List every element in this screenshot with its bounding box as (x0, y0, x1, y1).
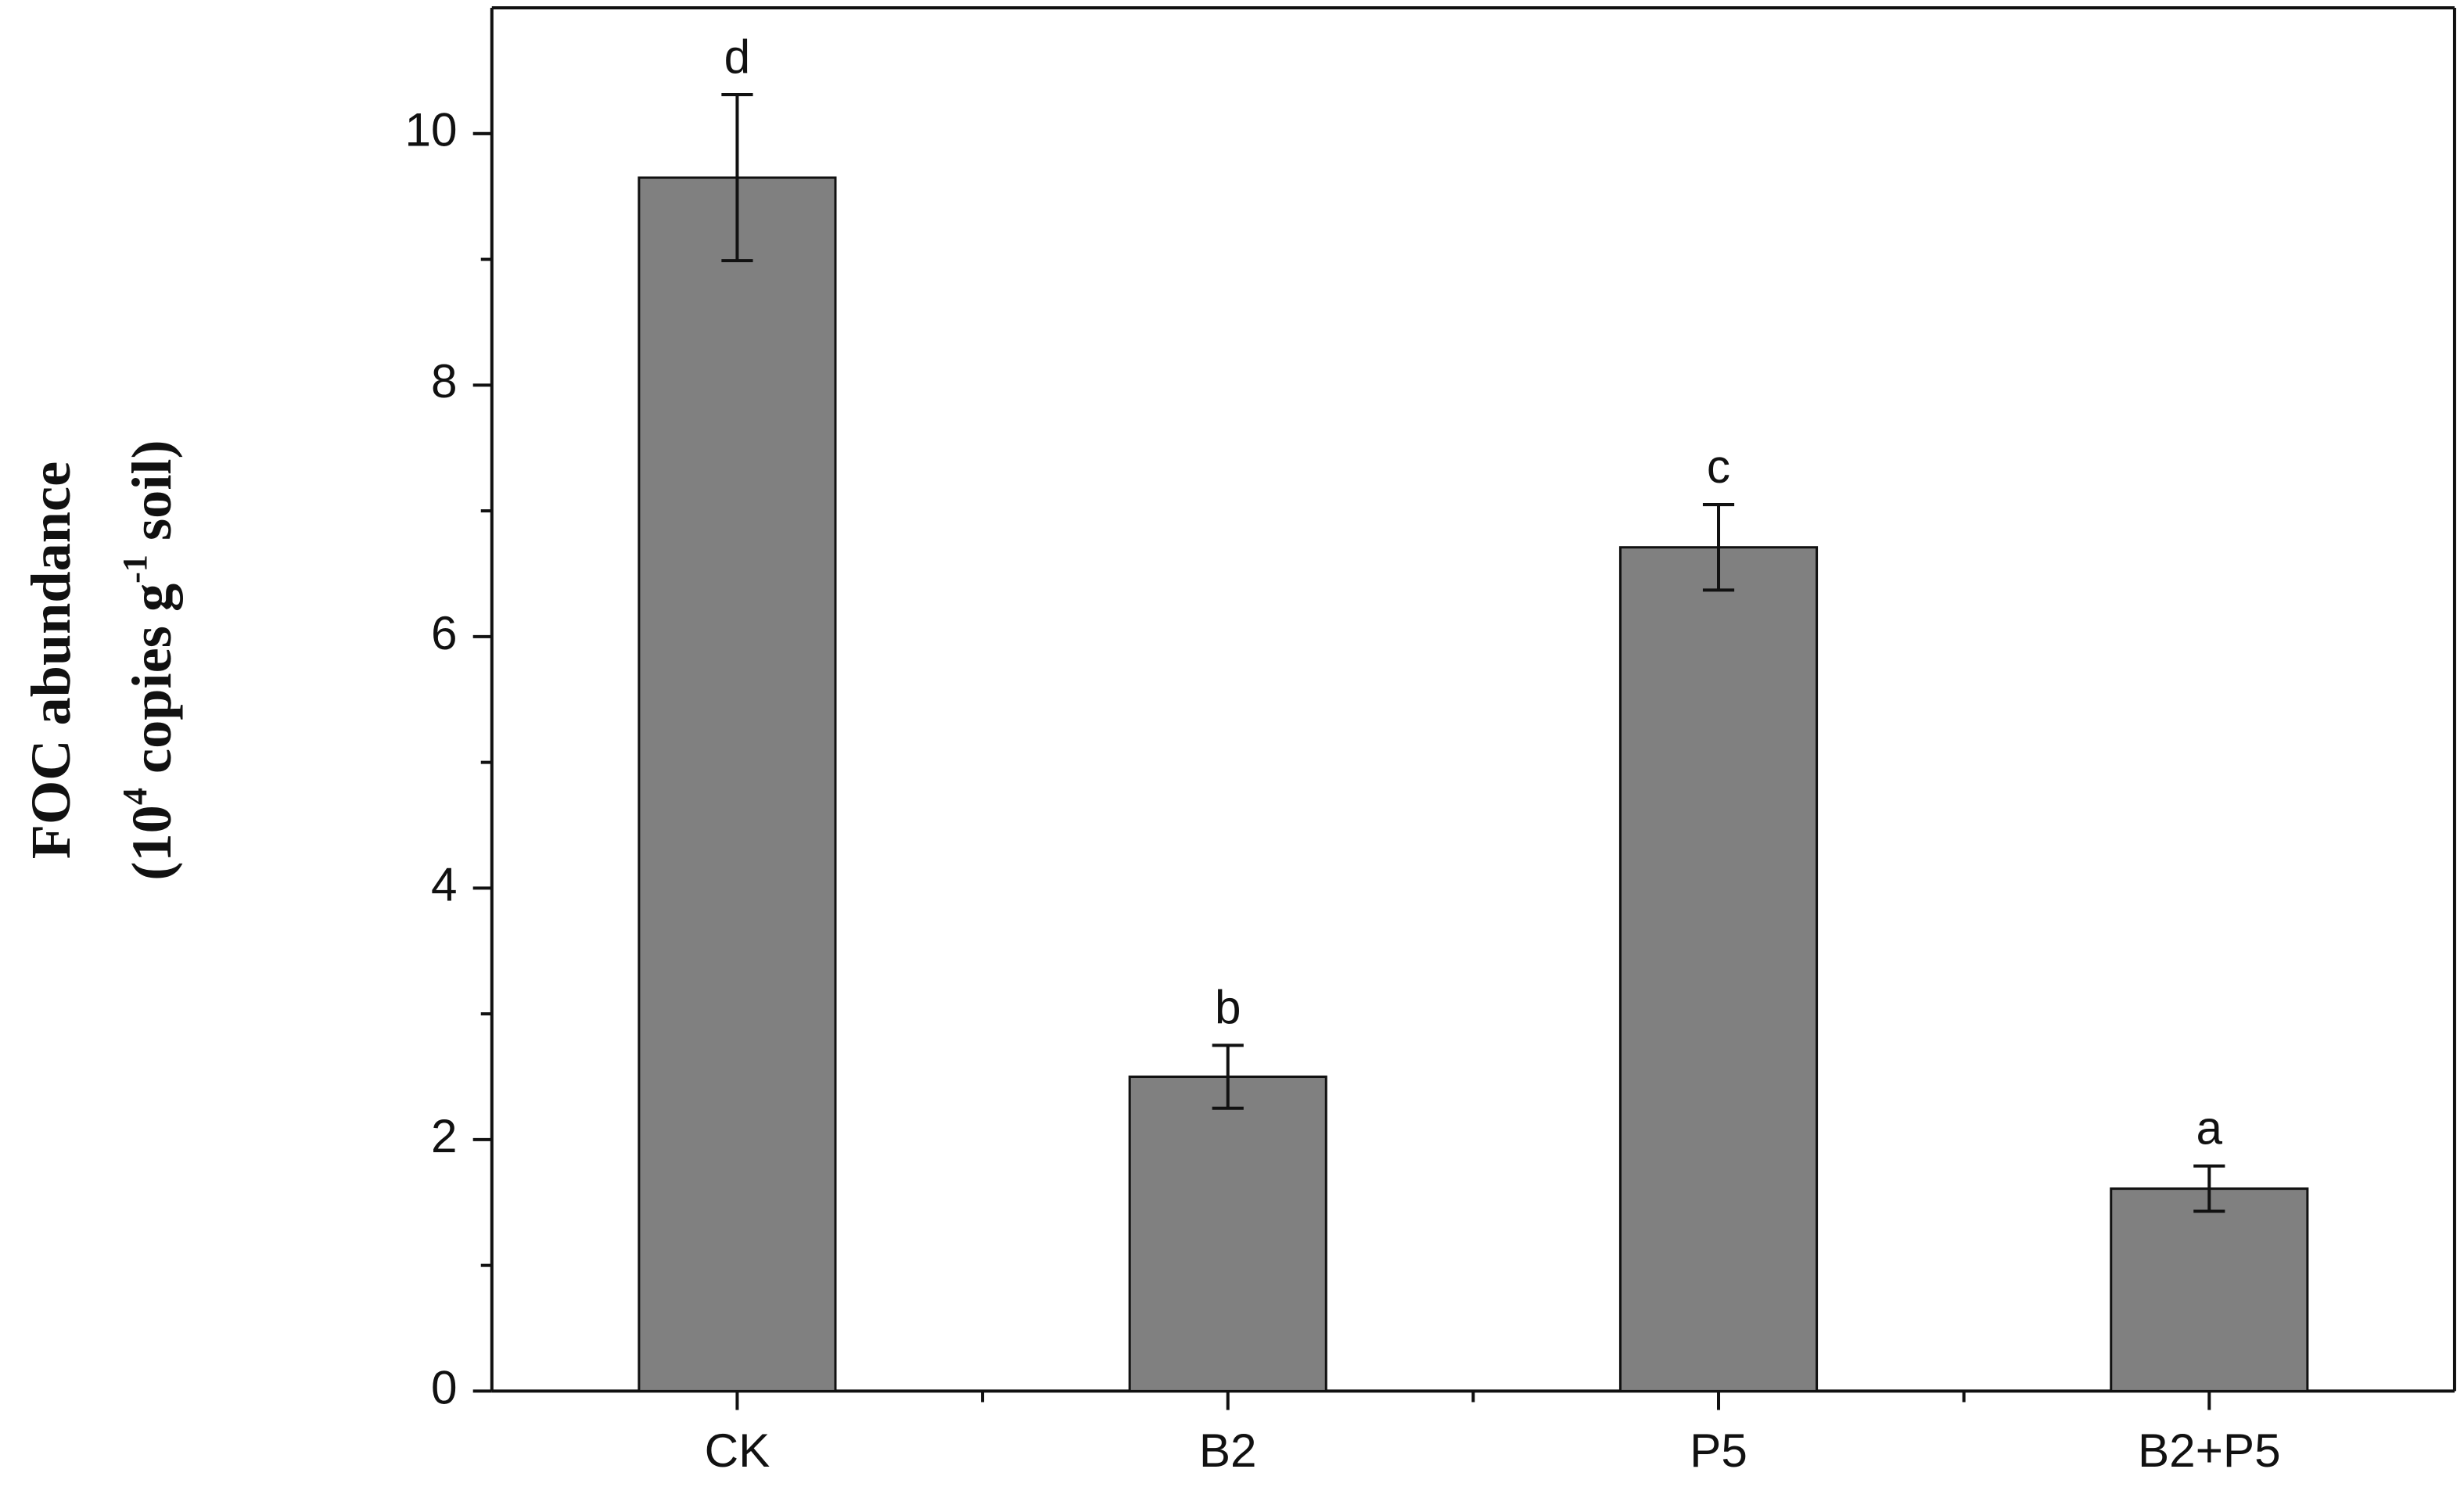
y-tick-label: 8 (431, 354, 458, 408)
bar (2110, 1187, 2309, 1392)
y-axis-units: (104 copies g-1 soil) (116, 440, 183, 880)
bar (638, 176, 837, 1392)
label-part: soil) (120, 440, 182, 555)
error-bar (1702, 503, 1735, 592)
x-tick-label: CK (705, 1424, 770, 1477)
y-tick-label: 0 (431, 1360, 458, 1413)
label-part: (10 (120, 805, 182, 880)
y-tick-label: 10 (405, 103, 458, 156)
x-tick-label: P5 (1690, 1424, 1747, 1477)
superscript: -1 (116, 555, 154, 584)
x-tick-label: B2 (1199, 1424, 1257, 1477)
y-axis-title: FOC abundance (20, 462, 82, 859)
error-bar (721, 92, 753, 263)
label-part: copies g (120, 584, 182, 788)
y-tick-label: 6 (431, 606, 458, 659)
significance-letter: a (2196, 1101, 2223, 1155)
bar (1128, 1076, 1327, 1392)
significance-letter: b (1215, 980, 1241, 1033)
bar (1618, 546, 1819, 1392)
error-bar (1212, 1043, 1244, 1110)
x-tick-label: B2+P5 (2138, 1424, 2281, 1477)
significance-letter: d (724, 30, 751, 83)
superscript: 4 (116, 788, 154, 805)
error-bar (2193, 1164, 2225, 1213)
y-tick-label: 2 (431, 1109, 458, 1162)
y-tick-label: 4 (431, 857, 458, 911)
significance-letter: c (1707, 440, 1730, 493)
